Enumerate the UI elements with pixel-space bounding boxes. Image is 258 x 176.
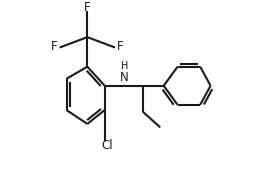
Text: N: N bbox=[120, 71, 129, 84]
Text: H: H bbox=[121, 61, 128, 71]
Text: F: F bbox=[84, 1, 91, 14]
Text: Cl: Cl bbox=[101, 139, 113, 152]
Text: F: F bbox=[51, 40, 58, 53]
Text: F: F bbox=[117, 40, 124, 53]
